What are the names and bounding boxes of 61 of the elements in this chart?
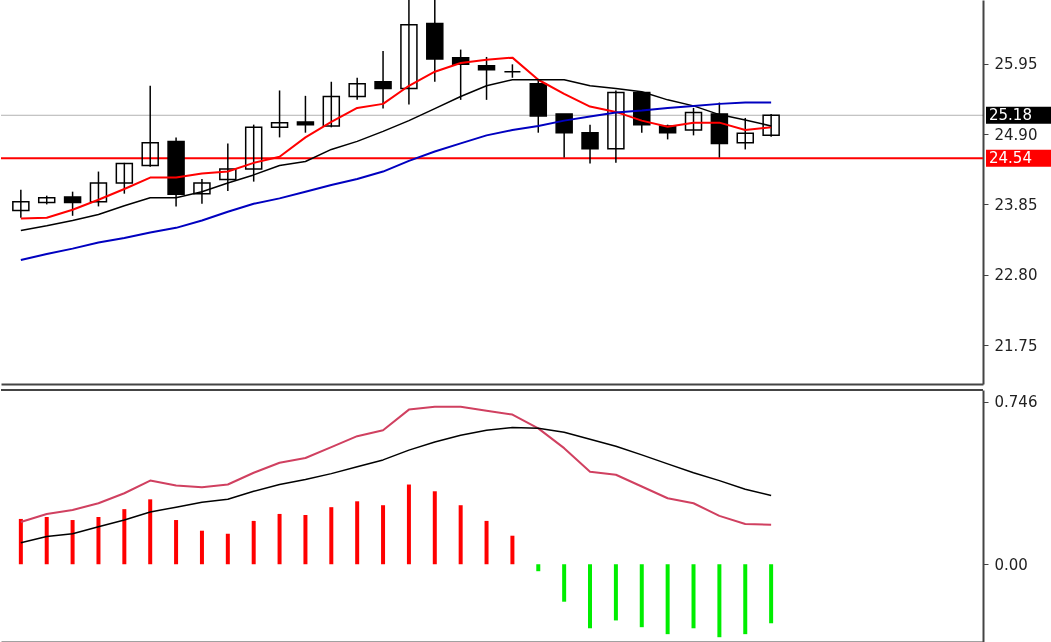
y-tick-label: 22.80	[994, 266, 1038, 285]
bar	[665, 564, 670, 635]
y-tick-label: 23.85	[994, 195, 1038, 214]
candlestick	[736, 117, 755, 151]
bar	[199, 530, 204, 565]
candlestick	[374, 50, 392, 110]
bar	[148, 499, 153, 565]
bar	[691, 564, 696, 629]
ref-line-label: 25.18	[989, 106, 1032, 125]
candlestick	[219, 142, 237, 192]
bar	[588, 564, 593, 629]
candlestick	[141, 85, 159, 168]
bar	[225, 533, 230, 565]
bar	[96, 516, 101, 565]
bar	[251, 520, 256, 565]
candlestick	[12, 188, 30, 219]
bar	[174, 520, 179, 565]
bar	[329, 507, 334, 565]
candlestick	[63, 190, 82, 217]
candlestick	[322, 81, 341, 129]
candlestick	[581, 123, 599, 165]
candlestick	[555, 113, 573, 159]
candlestick	[89, 170, 108, 208]
bar	[44, 516, 49, 565]
bar	[303, 515, 308, 565]
candlestick	[270, 89, 289, 139]
bar	[536, 564, 541, 572]
candlestick	[193, 178, 211, 205]
y-tick-label: 25.95	[994, 55, 1038, 74]
ref-line-label: 24.54	[989, 149, 1032, 168]
y-tick-label: 0.00	[994, 555, 1028, 574]
line-series	[19, 101, 773, 262]
bar	[406, 484, 411, 565]
bar	[510, 535, 515, 565]
bar	[458, 505, 463, 565]
y-tick-label: 0.746	[994, 393, 1038, 412]
bar	[277, 513, 282, 565]
candlestick	[244, 123, 263, 183]
bar	[613, 564, 618, 621]
bar	[355, 501, 360, 565]
bar	[432, 491, 437, 565]
bar	[717, 564, 722, 638]
bar	[381, 505, 386, 565]
y-tick-label: 21.75	[994, 336, 1038, 355]
candlestick	[348, 76, 366, 101]
bar	[70, 520, 75, 565]
candlestick	[684, 107, 703, 137]
bar	[18, 518, 23, 565]
bar	[122, 509, 127, 565]
line-series	[19, 405, 773, 526]
candlestick	[607, 89, 625, 164]
candlestick	[115, 162, 134, 195]
bar	[562, 564, 567, 602]
candlestick	[400, 0, 418, 106]
line-series	[20, 426, 772, 544]
candlestick	[296, 95, 315, 134]
bar	[639, 564, 644, 628]
bar	[769, 564, 774, 624]
y-tick-label: 24.90	[994, 125, 1038, 144]
bar	[484, 520, 489, 565]
bar	[743, 564, 748, 635]
